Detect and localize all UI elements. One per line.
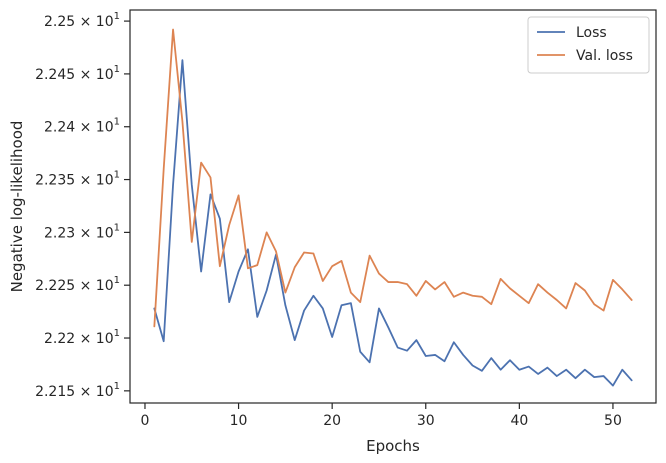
y-tick-times: × xyxy=(75,67,96,83)
y-tick-label: 2.24 × 101 xyxy=(44,117,120,136)
series-line-val-loss xyxy=(153,28,633,328)
y-tick-mantissa: 2.235 xyxy=(35,173,75,189)
y-tick-mantissa: 2.25 xyxy=(44,14,75,30)
x-tick-label: 20 xyxy=(323,413,341,429)
y-tick-base: 10 xyxy=(96,120,114,136)
y-tick-label: 2.23 × 101 xyxy=(44,222,120,241)
y-tick-base: 10 xyxy=(96,225,114,241)
x-tick-label: 30 xyxy=(417,413,435,429)
y-tick-base: 10 xyxy=(96,331,114,347)
y-tick-times: × xyxy=(75,225,96,241)
y-tick-exponent: 1 xyxy=(114,117,120,128)
y-tick-mantissa: 2.245 xyxy=(35,67,75,83)
legend-box xyxy=(527,16,650,74)
y-tick-mantissa: 2.215 xyxy=(35,384,75,400)
x-tick-label: 50 xyxy=(604,413,622,429)
y-tick-times: × xyxy=(75,331,96,347)
y-tick-times: × xyxy=(75,278,96,294)
y-tick-mantissa: 2.22 xyxy=(44,331,75,347)
y-tick-exponent: 1 xyxy=(114,64,120,75)
y-tick-exponent: 1 xyxy=(114,170,120,181)
y-tick-label: 2.215 × 101 xyxy=(35,381,120,400)
y-tick-mantissa: 2.225 xyxy=(35,278,75,294)
legend-label: Val. loss xyxy=(576,48,633,64)
y-tick-times: × xyxy=(75,173,96,189)
y-tick-exponent: 1 xyxy=(114,275,120,286)
y-tick-label: 2.225 × 101 xyxy=(35,275,120,294)
plot-frame xyxy=(129,9,657,404)
y-tick-exponent: 1 xyxy=(114,222,120,233)
y-tick-mantissa: 2.23 xyxy=(44,225,75,241)
y-tick-exponent: 1 xyxy=(114,328,120,339)
x-tick-label: 10 xyxy=(230,413,248,429)
y-tick-label: 2.25 × 101 xyxy=(44,11,120,30)
y-tick-mantissa: 2.24 xyxy=(44,120,75,136)
y-tick-base: 10 xyxy=(96,278,114,294)
y-tick-times: × xyxy=(75,120,96,136)
series-layer xyxy=(153,28,633,387)
y-tick-label: 2.22 × 101 xyxy=(44,328,120,347)
x-axis: 0 10 20 30 40 50 xyxy=(141,403,622,429)
y-tick-base: 10 xyxy=(96,14,114,30)
y-tick-times: × xyxy=(75,384,96,400)
legend: Loss Val. loss xyxy=(527,16,650,74)
legend-label: Loss xyxy=(576,25,607,41)
y-axis-label: Negative log-likelihood xyxy=(8,121,26,293)
x-tick-label: 40 xyxy=(510,413,528,429)
x-tick-label: 0 xyxy=(141,413,150,429)
y-tick-times: × xyxy=(75,14,96,30)
y-tick-label: 2.235 × 101 xyxy=(35,170,120,189)
y-tick-base: 10 xyxy=(96,173,114,189)
y-tick-exponent: 1 xyxy=(114,381,120,392)
y-tick-base: 10 xyxy=(96,67,114,83)
y-tick-exponent: 1 xyxy=(114,11,120,22)
x-axis-label: Epochs xyxy=(366,437,420,455)
series-line-loss xyxy=(153,59,633,387)
y-tick-base: 10 xyxy=(96,384,114,400)
y-tick-label: 2.245 × 101 xyxy=(35,64,120,83)
